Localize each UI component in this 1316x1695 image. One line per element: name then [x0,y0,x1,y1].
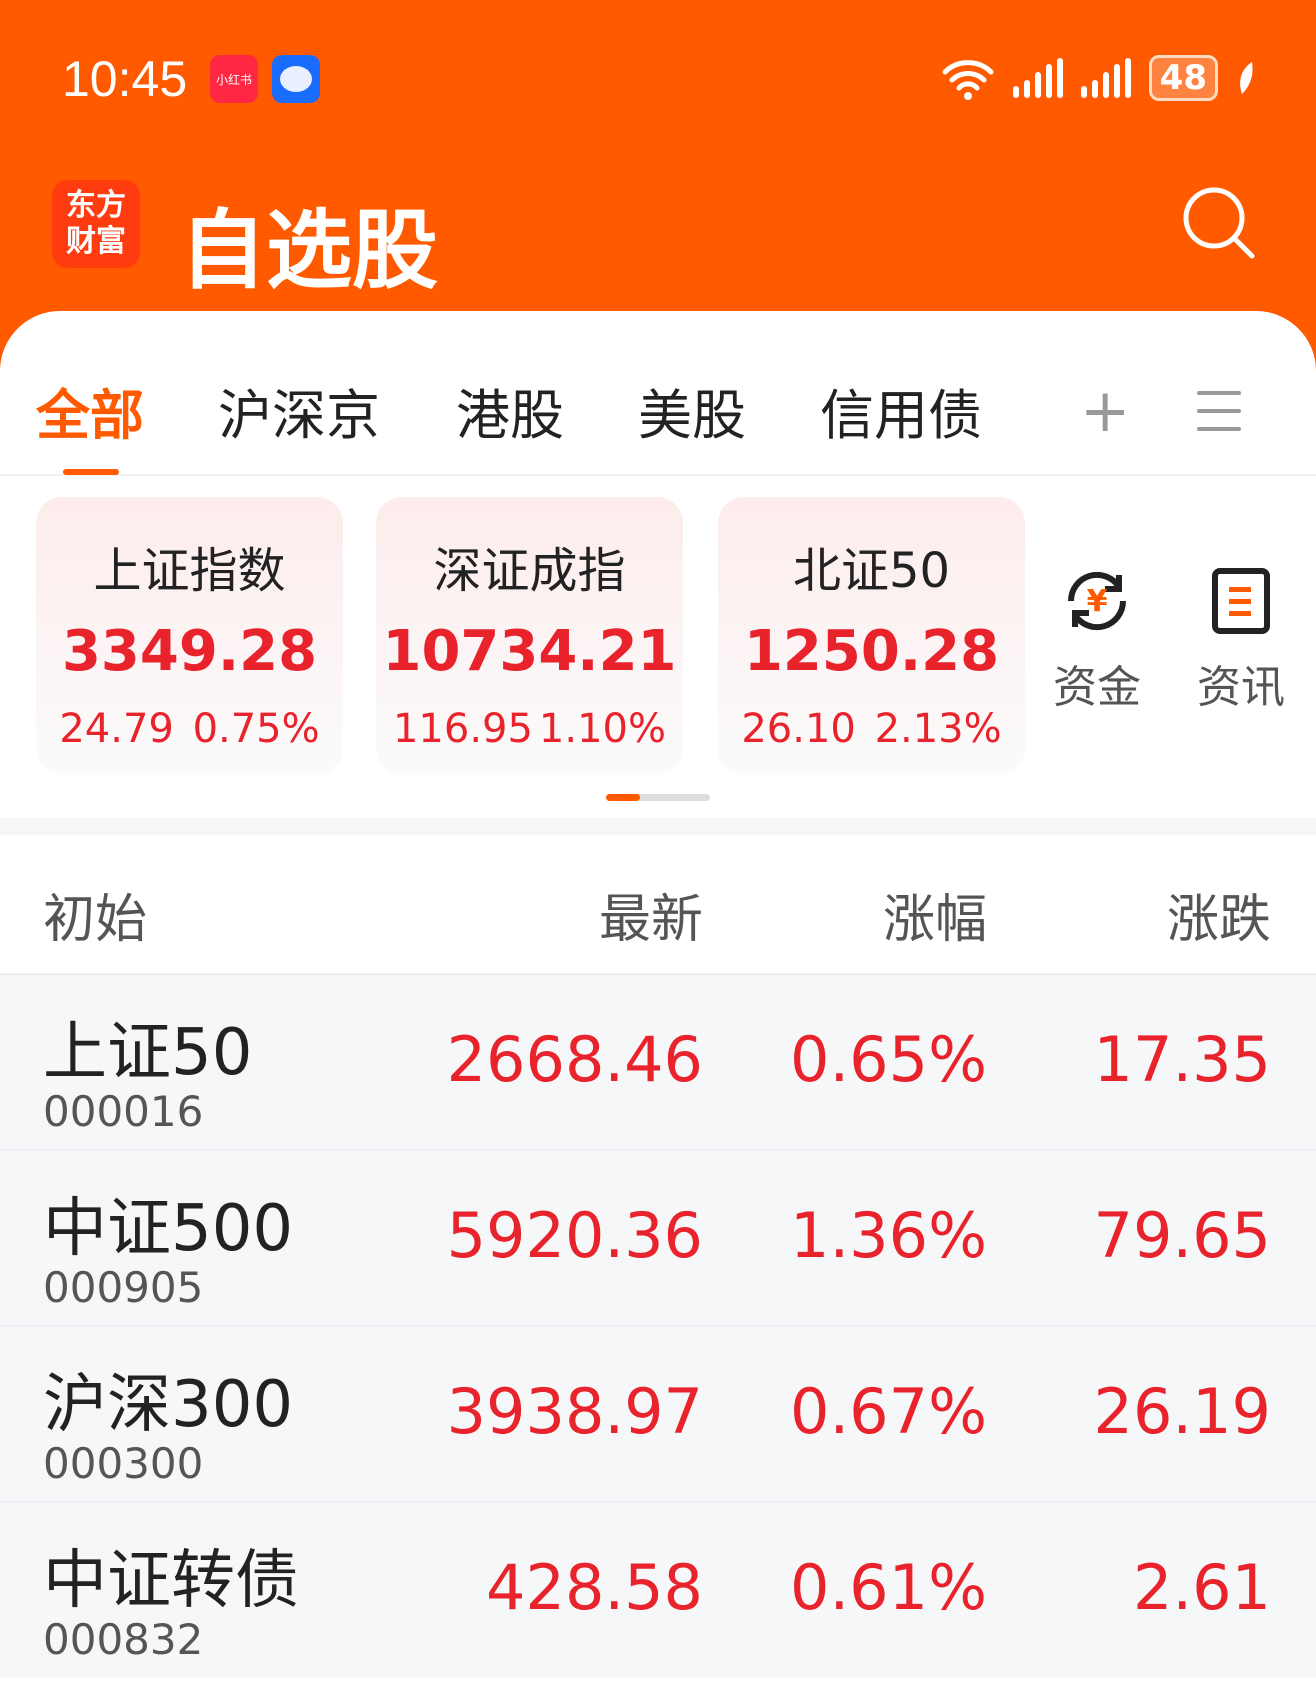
battery-indicator: 48 [1148,55,1218,101]
stock-name: 中证转债 [43,1544,299,1618]
index-pct: 0.75% [192,706,320,752]
latest-price: 5920.36 [446,1199,703,1272]
search-icon[interactable] [1180,184,1256,260]
pct-change: 1.36% [790,1199,987,1272]
page-title: 自选股 [180,201,438,301]
pct-change: 0.61% [790,1551,987,1624]
tab-credit-bonds[interactable]: 信用债 [820,384,982,447]
latest-price: 428.58 [486,1551,703,1624]
change: 2.61 [1132,1551,1271,1624]
tab-all[interactable]: 全部 [36,384,144,447]
divider [0,818,1316,835]
latest-price: 2668.46 [446,1023,703,1096]
tab-bar: 全部 沪深京 港股 美股 信用债 + [0,311,1316,476]
pct-change: 0.65% [790,1023,987,1096]
news-shortcut[interactable]: 资讯 [1186,561,1296,715]
index-change: 116.95 [392,706,533,752]
pct-change: 0.67% [790,1375,987,1448]
index-change: 26.10 [741,706,856,752]
funds-shortcut[interactable]: ¥ 资金 [1042,561,1152,715]
index-change: 24.79 [59,706,174,752]
column-latest[interactable]: 最新 [598,890,703,950]
clock: 10:45 [62,51,188,107]
status-bar: 10:45 小红书 48 [0,0,1316,150]
sort-initial[interactable]: 初始 [43,890,148,950]
index-card-szse[interactable]: 深证成指 10734.21 116.95 1.10% [376,497,683,775]
svg-text:¥: ¥ [1087,584,1108,619]
stock-code: 000832 [43,1615,204,1664]
index-card-bse50[interactable]: 北证50 1250.28 26.10 2.13% [718,497,1025,775]
news-icon [1212,568,1270,634]
table-row[interactable]: 沪深300 000300 3938.97 0.67% 26.19 [0,1325,1316,1501]
table-row[interactable]: 上证50 000016 2668.46 0.65% 17.35 [0,973,1316,1149]
yuan-flow-icon: ¥ [1067,571,1127,631]
index-name: 深证成指 [433,543,626,599]
index-pct: 1.10% [538,706,666,752]
stock-name: 上证50 [43,1016,253,1090]
menu-icon[interactable] [1197,391,1241,445]
stock-code: 000905 [43,1263,204,1312]
column-change[interactable]: 涨跌 [1166,890,1271,950]
tab-hk-stocks[interactable]: 港股 [456,384,564,447]
stock-name: 中证500 [43,1192,294,1266]
stock-name: 沪深300 [43,1368,294,1442]
change: 26.19 [1093,1375,1272,1448]
add-group-icon[interactable]: + [1080,376,1131,446]
signal-icon-2 [1080,58,1131,98]
latest-price: 3938.97 [446,1375,703,1448]
index-name: 北证50 [792,543,951,599]
signal-icon [1012,58,1063,98]
change: 79.65 [1093,1199,1272,1272]
content-panel: 全部 沪深京 港股 美股 信用债 + 上证指数 3349.28 24.79 0.7… [0,311,1316,1695]
app-logo: 东方财富 [52,180,140,268]
leaf-icon [1240,62,1253,94]
table-header: 初始 最新 涨幅 涨跌 [0,835,1316,973]
table-row[interactable]: 中证转债 000832 428.58 0.61% 2.61 [0,1501,1316,1677]
index-value: 10734.21 [382,619,677,684]
active-tab-indicator [63,469,119,475]
carousel-indicator [606,794,710,801]
tab-us-stocks[interactable]: 美股 [638,384,746,447]
stock-code: 000016 [43,1087,204,1136]
table-row[interactable]: 中证500 000905 5920.36 1.36% 79.65 [0,1149,1316,1325]
index-name: 上证指数 [93,543,286,599]
index-value: 3349.28 [61,619,318,684]
stock-code: 000300 [43,1439,204,1488]
xiaohongshu-notification-icon: 小红书 [210,55,258,103]
index-value: 1250.28 [743,619,1000,684]
tab-hushenjing[interactable]: 沪深京 [218,384,380,447]
shortcut-label: 资金 [1053,662,1141,713]
wifi-icon [942,60,994,100]
index-pct: 2.13% [874,706,1002,752]
shortcut-label: 资讯 [1197,662,1285,713]
column-pct-change[interactable]: 涨幅 [882,890,987,950]
index-card-sse[interactable]: 上证指数 3349.28 24.79 0.75% [36,497,343,775]
message-notification-icon [272,55,320,103]
change: 17.35 [1093,1023,1272,1096]
